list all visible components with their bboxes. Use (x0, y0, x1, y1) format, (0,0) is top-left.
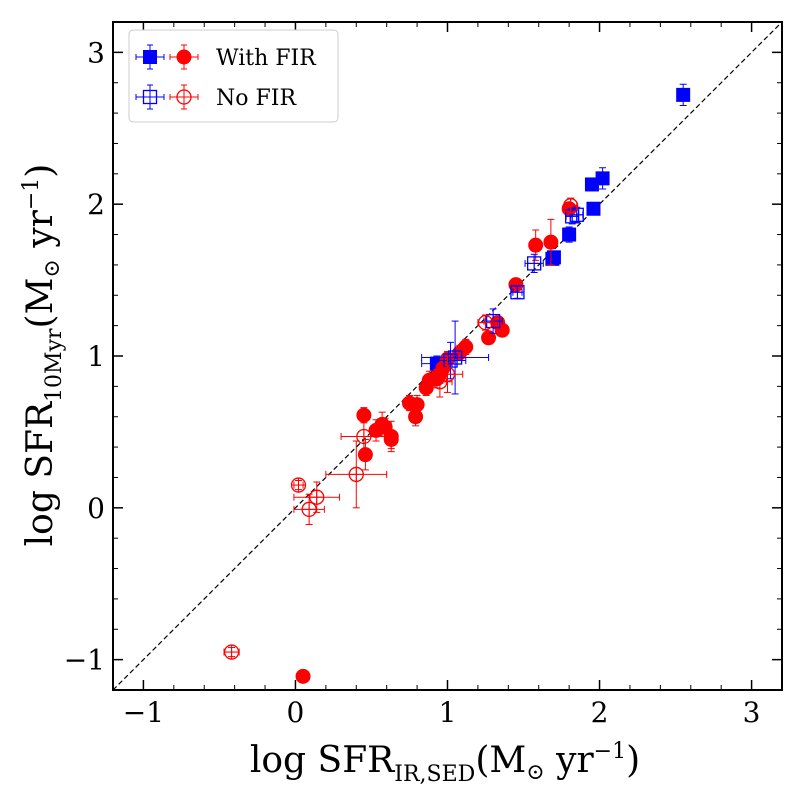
open-circle-point (340, 420, 388, 453)
legend-label-no-fir: No FIR (216, 86, 297, 111)
open-square-point (510, 285, 525, 300)
y-tick-label: 3 (87, 36, 105, 69)
tick-labels-group: −1 0 1 2 3 −1 0 1 2 3 (64, 36, 761, 729)
legend-marker-no-fir (135, 84, 199, 110)
y-tick-label: 1 (87, 340, 105, 373)
y-axis-title-unit-close: ) (20, 164, 61, 178)
x-tick-label: 0 (287, 696, 305, 729)
filled-circle-point (418, 379, 434, 396)
legend-label-with-fir: With FIR (216, 46, 317, 71)
x-tick-label: 2 (591, 696, 609, 729)
data-point-marker (176, 89, 192, 105)
filled-square-point (586, 201, 601, 216)
open-square-point (565, 208, 580, 225)
x-axis-title-sun-symbol: ⊙ (526, 760, 544, 785)
open-square-point (524, 253, 544, 273)
plot-frame (112, 21, 783, 691)
data-point-marker (295, 668, 311, 684)
data-point-marker (401, 395, 417, 411)
data-point-marker (481, 330, 497, 346)
data-point-marker (143, 50, 157, 64)
filled-circle-point (408, 407, 424, 427)
filled-circle-point (356, 407, 372, 424)
data-point-marker (368, 422, 384, 438)
x-axis-title-unit-mid: yr (545, 740, 595, 781)
data-point-marker (356, 407, 372, 423)
open-circle-point (290, 477, 307, 493)
y-tick-label: 0 (87, 492, 105, 525)
data-point-marker (452, 345, 468, 361)
x-axis-title-unit-close: ) (626, 740, 640, 781)
filled-square-point (562, 226, 577, 243)
filled-circle-point (368, 419, 384, 442)
open-circle-point (293, 493, 325, 526)
data-point-marker (586, 201, 601, 216)
filled-circle-point (481, 330, 497, 346)
y-tick-label: 2 (87, 188, 105, 221)
filled-circle-point (508, 277, 524, 293)
y-axis-title-main: log SFR (20, 401, 61, 546)
x-tick-label: 3 (743, 696, 761, 729)
legend-marker-with-fir (135, 44, 199, 70)
x-tick-label: 1 (439, 696, 457, 729)
x-axis-title-main: log SFR (250, 740, 395, 781)
legend: With FIR No FIR (128, 29, 339, 123)
x-axis-title-unit-exp: −1 (594, 739, 626, 764)
data-point-marker (408, 409, 424, 425)
y-axis-title-sun-symbol: ⊙ (40, 259, 65, 277)
filled-circle-point (452, 344, 468, 362)
data-point-marker (545, 251, 560, 266)
filled-circle-point (401, 394, 417, 412)
data-point-marker (176, 49, 192, 65)
data-point-marker (508, 277, 524, 293)
open-circle-point (477, 314, 494, 331)
data-point-marker (543, 234, 559, 250)
open-circle-point (563, 197, 579, 214)
filled-circle-point (295, 668, 311, 684)
y-axis-title-sub: 10Myr (42, 328, 67, 402)
data-point-marker (676, 87, 691, 102)
data-point-marker (528, 237, 544, 253)
data-point-marker (584, 177, 599, 192)
x-axis-title-unit-open: (M (475, 740, 526, 781)
y-tick-label: −1 (64, 644, 105, 677)
filled-square-point (676, 83, 691, 106)
open-circle-point (427, 366, 453, 398)
open-circle-point (293, 481, 341, 513)
filled-circle-point (543, 218, 559, 266)
filled-circle-point (528, 229, 544, 261)
y-axis-title-unit-mid: yr (20, 209, 61, 259)
y-axis-title: log SFR10Myr(M⊙ yr−1) (19, 164, 67, 547)
filled-square-point (584, 177, 599, 192)
data-point-marker (418, 380, 434, 396)
x-tick-label: −1 (123, 696, 164, 729)
filled-square-point (595, 167, 610, 190)
data-points-group (223, 83, 691, 684)
data-point-marker (562, 227, 577, 242)
filled-square-point (545, 251, 560, 266)
open-square-point (421, 320, 490, 395)
y-axis-title-unit-exp: −1 (19, 178, 44, 210)
x-axis-title-sub: IR,SED (394, 762, 475, 787)
open-circle-point (223, 644, 240, 660)
data-point-marker (142, 89, 158, 105)
open-circle-point (325, 440, 388, 509)
x-axis-title: log SFRIR,SED(M⊙ yr−1) (250, 739, 640, 787)
y-axis-title-unit-open: (M (20, 278, 61, 329)
data-point-marker (357, 447, 373, 463)
